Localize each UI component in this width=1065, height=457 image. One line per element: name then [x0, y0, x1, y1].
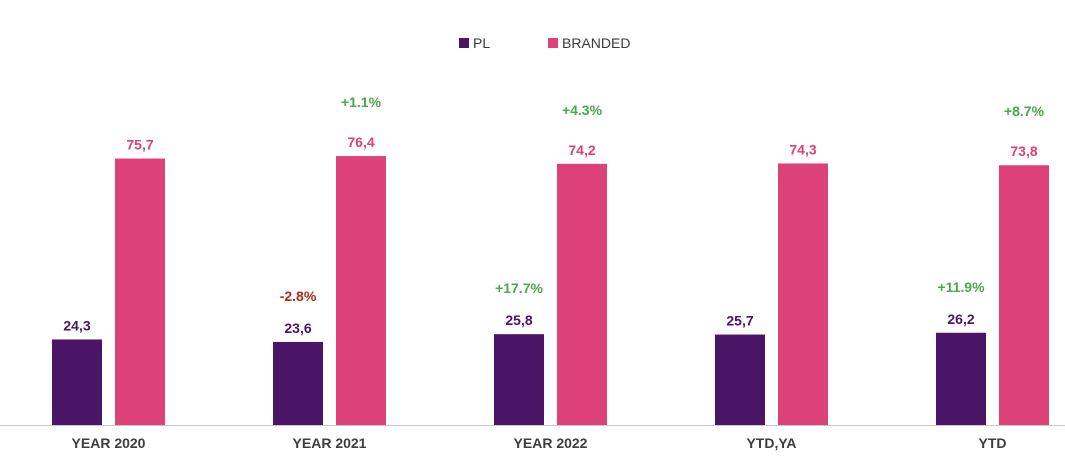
change-label-pl: +17.7%	[495, 280, 543, 296]
change-label-branded: +4.3%	[562, 102, 603, 118]
value-label-branded: 73,8	[1010, 143, 1037, 159]
value-label-pl: 26,2	[947, 311, 974, 327]
x-axis-labels: YEAR 2020 YEAR 2021 YEAR 2022 YTD,YA YTD	[72, 435, 1007, 451]
value-labels: 24,3 75,7 23,6 76,4 -2.8% +1.1% 25,8 74,2 +17.7%…	[63, 94, 1044, 336]
x-tick-label: YEAR 2022	[514, 435, 588, 451]
bar-branded	[115, 158, 165, 425]
x-tick-label: YTD,YA	[746, 435, 796, 451]
legend-swatch-branded	[548, 38, 558, 48]
value-label-pl: 24,3	[63, 317, 90, 333]
bar-pl	[273, 341, 323, 425]
x-tick-label: YEAR 2021	[293, 435, 367, 451]
bar-branded	[999, 165, 1049, 425]
bar-branded	[336, 156, 386, 425]
x-tick-label: YTD	[979, 435, 1007, 451]
value-label-branded: 74,3	[789, 141, 816, 157]
bar-branded	[778, 163, 828, 426]
change-label-pl: +11.9%	[937, 279, 985, 295]
value-label-pl: 25,7	[726, 313, 753, 329]
legend-label-branded: BRANDED	[562, 35, 630, 51]
change-label-branded: +1.1%	[341, 94, 382, 110]
bar-pl	[52, 339, 102, 425]
legend-swatch-pl	[459, 38, 469, 48]
value-label-branded: 74,2	[568, 142, 595, 158]
bars	[52, 156, 1049, 426]
bar-pl	[936, 332, 986, 425]
bar-pl	[715, 334, 765, 425]
value-label-branded: 75,7	[126, 137, 153, 153]
value-label-pl: 25,8	[505, 312, 532, 328]
legend-label-pl: PL	[473, 35, 490, 51]
bar-branded	[557, 163, 607, 426]
value-label-pl: 23,6	[284, 320, 311, 336]
change-label-branded: +8.7%	[1004, 103, 1045, 119]
value-label-branded: 76,4	[347, 134, 374, 150]
x-tick-label: YEAR 2020	[72, 435, 146, 451]
change-label-pl: -2.8%	[280, 288, 317, 304]
legend: PL BRANDED	[459, 35, 630, 51]
bar-pl	[494, 334, 544, 425]
